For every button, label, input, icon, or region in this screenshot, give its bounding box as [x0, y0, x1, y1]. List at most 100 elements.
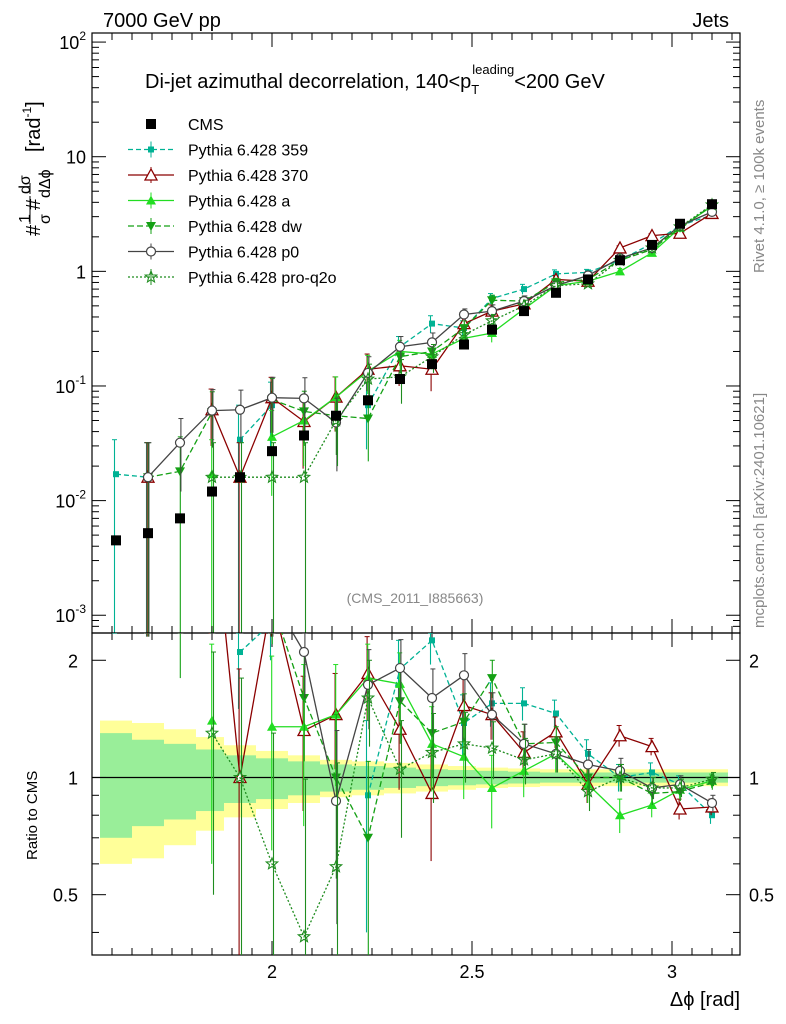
ratio-point-pythia-6-428-359-12 [489, 700, 495, 707]
y-tick-label-ratio-left: 0.5 [53, 886, 78, 906]
ratio-point-pythia-6-428-dw-15 [583, 773, 593, 783]
legend-label: CMS [188, 117, 224, 134]
band-inner-2 [164, 743, 196, 820]
band-inner-3 [196, 749, 224, 812]
y-tick-label-ratio-left: 2 [68, 651, 78, 671]
legend-item-pythia-6-428-dw: Pythia 6.428 dw [128, 218, 302, 236]
legend-item-pythia-6-428-p0: Pythia 6.428 p0 [128, 243, 299, 262]
point-pythia-6-428-p0-3 [206, 405, 218, 416]
ylabel-den-2: dΔϕ [37, 169, 54, 198]
legend-label: Pythia 6.428 dw [188, 219, 302, 236]
data-point-cms-16 [615, 255, 625, 266]
ylabel-num-2: dσ [17, 175, 34, 194]
legend-label: Pythia 6.428 359 [188, 143, 308, 160]
data-point-cms-19 [707, 199, 717, 210]
y-tick-exp: 2 [79, 29, 86, 43]
ratio-point-pythia-6-428-pro-q2o-19 [704, 771, 720, 786]
point-pythia-6-428-pro-q2o-3 [204, 469, 220, 484]
legend-marker [146, 222, 156, 231]
series-ratio-pythia-6-428-a [207, 643, 717, 864]
ratio-point-pythia-6-428-pro-q2o-18 [672, 780, 688, 795]
ratio-point-pythia-6-428-p0-11 [458, 670, 470, 681]
band-inner-1 [132, 739, 164, 827]
data-point-cms-8 [363, 395, 373, 406]
ratio-point-pythia-6-428-a-12 [487, 782, 497, 792]
legend-item-pythia-6-428-a: Pythia 6.428 a [128, 192, 290, 211]
rivet-label: Rivet 4.1.0, ≥ 100k events [751, 100, 768, 273]
point-pythia-6-428-pro-q2o-8 [360, 371, 376, 386]
y-tick-label-ratio-right: 2 [749, 651, 759, 671]
band-inner-0 [100, 733, 132, 838]
ratio-point-pythia-6-428-dw-11 [459, 717, 469, 727]
legend: CMS Pythia 6.428 359 Pythia 6.428 370 Pythi… [128, 117, 337, 287]
ratio-point-pythia-6-428-p0-10 [426, 692, 438, 704]
ratio-plot-frame [91, 632, 741, 956]
legend-label: Pythia 6.428 370 [188, 168, 308, 185]
mcplots-label: mcplots.cern.ch [arXiv:2401.10621] [751, 393, 768, 628]
y-tick-base: 10 [59, 33, 79, 53]
ratio-point-pythia-6-428-dw-6 [299, 694, 309, 704]
point-pythia-6-428-p0-10 [426, 337, 438, 348]
x-axis-label: Δϕ [rad] [670, 989, 740, 1011]
analysis-id: (CMS_2011_I885663) [347, 590, 484, 606]
ylabel-unit-sup: -1 [20, 107, 34, 118]
ratio-point-pythia-6-428-359-13 [521, 700, 527, 707]
ratio-point-pythia-6-428-pro-q2o-7 [328, 859, 344, 873]
chart-title-post: <200 GeV [514, 71, 605, 93]
legend-item-pythia-6-428-359: Pythia 6.428 359 [128, 141, 308, 160]
ratio-point-pythia-6-428-a-5 [267, 721, 277, 731]
ratio-point-pythia-6-428-pro-q2o-6 [296, 929, 312, 943]
ratio-point-pythia-6-428-370-16 [612, 728, 628, 742]
header-right: Jets [692, 10, 729, 32]
legend-item-pythia-6-428-pro-q2o: Pythia 6.428 pro-q2o [128, 269, 337, 287]
data-point-cms-12 [487, 324, 497, 335]
data-point-cms-10 [427, 359, 437, 370]
point-pythia-6-428-p0-2 [174, 437, 186, 448]
y-tick-label-main: 102 [59, 29, 86, 53]
ratio-point-pythia-6-428-359-14 [553, 710, 559, 717]
data-point-cms-17 [647, 239, 657, 250]
chart-title-pre: Di-jet azimuthal decorrelation, 140<p [145, 71, 471, 93]
ratio-series-group [112, 633, 720, 955]
legend-label: Pythia 6.428 p0 [188, 245, 299, 262]
ratio-point-pythia-6-428-dw-7 [331, 773, 341, 783]
y-tick-label-main: 10-3 [55, 602, 86, 626]
y-tick-exp: -2 [75, 488, 86, 502]
ratio-point-pythia-6-428-p0-15 [582, 759, 594, 770]
legend-label: Pythia 6.428 pro-q2o [188, 270, 337, 287]
legend-item-pythia-6-428-370: Pythia 6.428 370 [128, 167, 308, 185]
y-tick-label-ratio-right: 1 [749, 768, 759, 788]
y-tick-base: 10 [55, 377, 75, 397]
legend-marker [143, 269, 159, 284]
chart-title-sub: T [471, 82, 479, 97]
x-tick-label: 2.5 [459, 962, 484, 982]
point-pythia-6-428-dw-8 [363, 414, 373, 424]
y-tick-label-main: 10-1 [55, 373, 86, 397]
ratio-point-pythia-6-428-359-15 [585, 750, 591, 757]
data-point-cms-15 [583, 274, 593, 285]
point-pythia-6-428-a-16 [615, 266, 625, 276]
legend-marker [146, 119, 156, 129]
ylabel-hash-1: # [23, 224, 45, 236]
legend-marker [146, 195, 156, 205]
ylabel-num-1: 1 [17, 214, 34, 223]
ratio-point-pythia-6-428-pro-q2o-3 [204, 725, 220, 740]
ratio-point-pythia-6-428-a-13 [519, 765, 529, 775]
legend-marker [145, 246, 157, 257]
ratio-point-pythia-6-428-359-19 [709, 812, 715, 819]
y-tick-exp: -1 [75, 373, 86, 387]
data-point-cms-18 [675, 218, 685, 229]
data-point-cms-13 [519, 306, 529, 317]
point-pythia-6-428-p0-5 [266, 392, 278, 403]
ratio-point-pythia-6-428-a-3 [207, 715, 217, 725]
point-pythia-6-428-p0-9 [394, 341, 406, 352]
ratio-point-pythia-6-428-pro-q2o-14 [548, 746, 564, 760]
ratio-point-pythia-6-428-a-11 [459, 751, 469, 761]
y-tick-label-main: 10 [66, 148, 86, 168]
ratio-point-pythia-6-428-pro-q2o-8 [360, 690, 376, 705]
point-pythia-6-428-359-10 [429, 320, 435, 327]
ratio-point-pythia-6-428-p0-12 [486, 709, 498, 720]
ratio-point-pythia-6-428-pro-q2o-11 [456, 736, 472, 750]
